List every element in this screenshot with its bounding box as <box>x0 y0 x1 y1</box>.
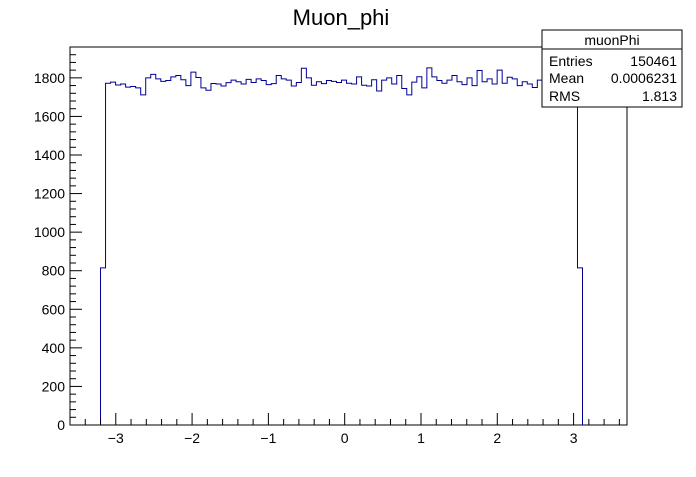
histogram-series <box>100 67 583 425</box>
y-tick-label: 1800 <box>34 70 65 86</box>
x-tick-label: −3 <box>108 430 124 446</box>
stats-value-entries: 150461 <box>630 53 677 69</box>
y-tick-label: 0 <box>57 417 65 433</box>
y-tick-label: 600 <box>42 301 66 317</box>
stats-box-frame <box>541 29 683 108</box>
y-tick-label: 800 <box>42 263 66 279</box>
stats-value-mean: 0.0006231 <box>611 70 677 86</box>
x-tick-label: −1 <box>260 430 276 446</box>
chart-title: Muon_phi <box>293 5 390 30</box>
y-tick-label: 1200 <box>34 186 65 202</box>
y-tick-label: 1000 <box>34 224 65 240</box>
stats-box: muonPhi Entries 150461 Mean 0.0006231 RM… <box>541 29 683 108</box>
stats-label-entries: Entries <box>549 53 593 69</box>
plot-frame <box>69 46 628 426</box>
stats-box-title: muonPhi <box>584 32 639 48</box>
y-tick-label: 400 <box>42 340 66 356</box>
y-tick-label: 1400 <box>34 147 65 163</box>
stats-label-mean: Mean <box>549 70 584 86</box>
stats-value-rms: 1.813 <box>642 88 677 104</box>
y-tick-label: 200 <box>42 378 66 394</box>
y-tick-label: 1600 <box>34 108 65 124</box>
x-tick-label: 1 <box>417 430 425 446</box>
x-tick-label: 2 <box>493 430 501 446</box>
x-tick-label: 0 <box>341 430 349 446</box>
x-tick-label: 3 <box>570 430 578 446</box>
stats-label-rms: RMS <box>549 88 580 104</box>
x-tick-label: −2 <box>184 430 200 446</box>
